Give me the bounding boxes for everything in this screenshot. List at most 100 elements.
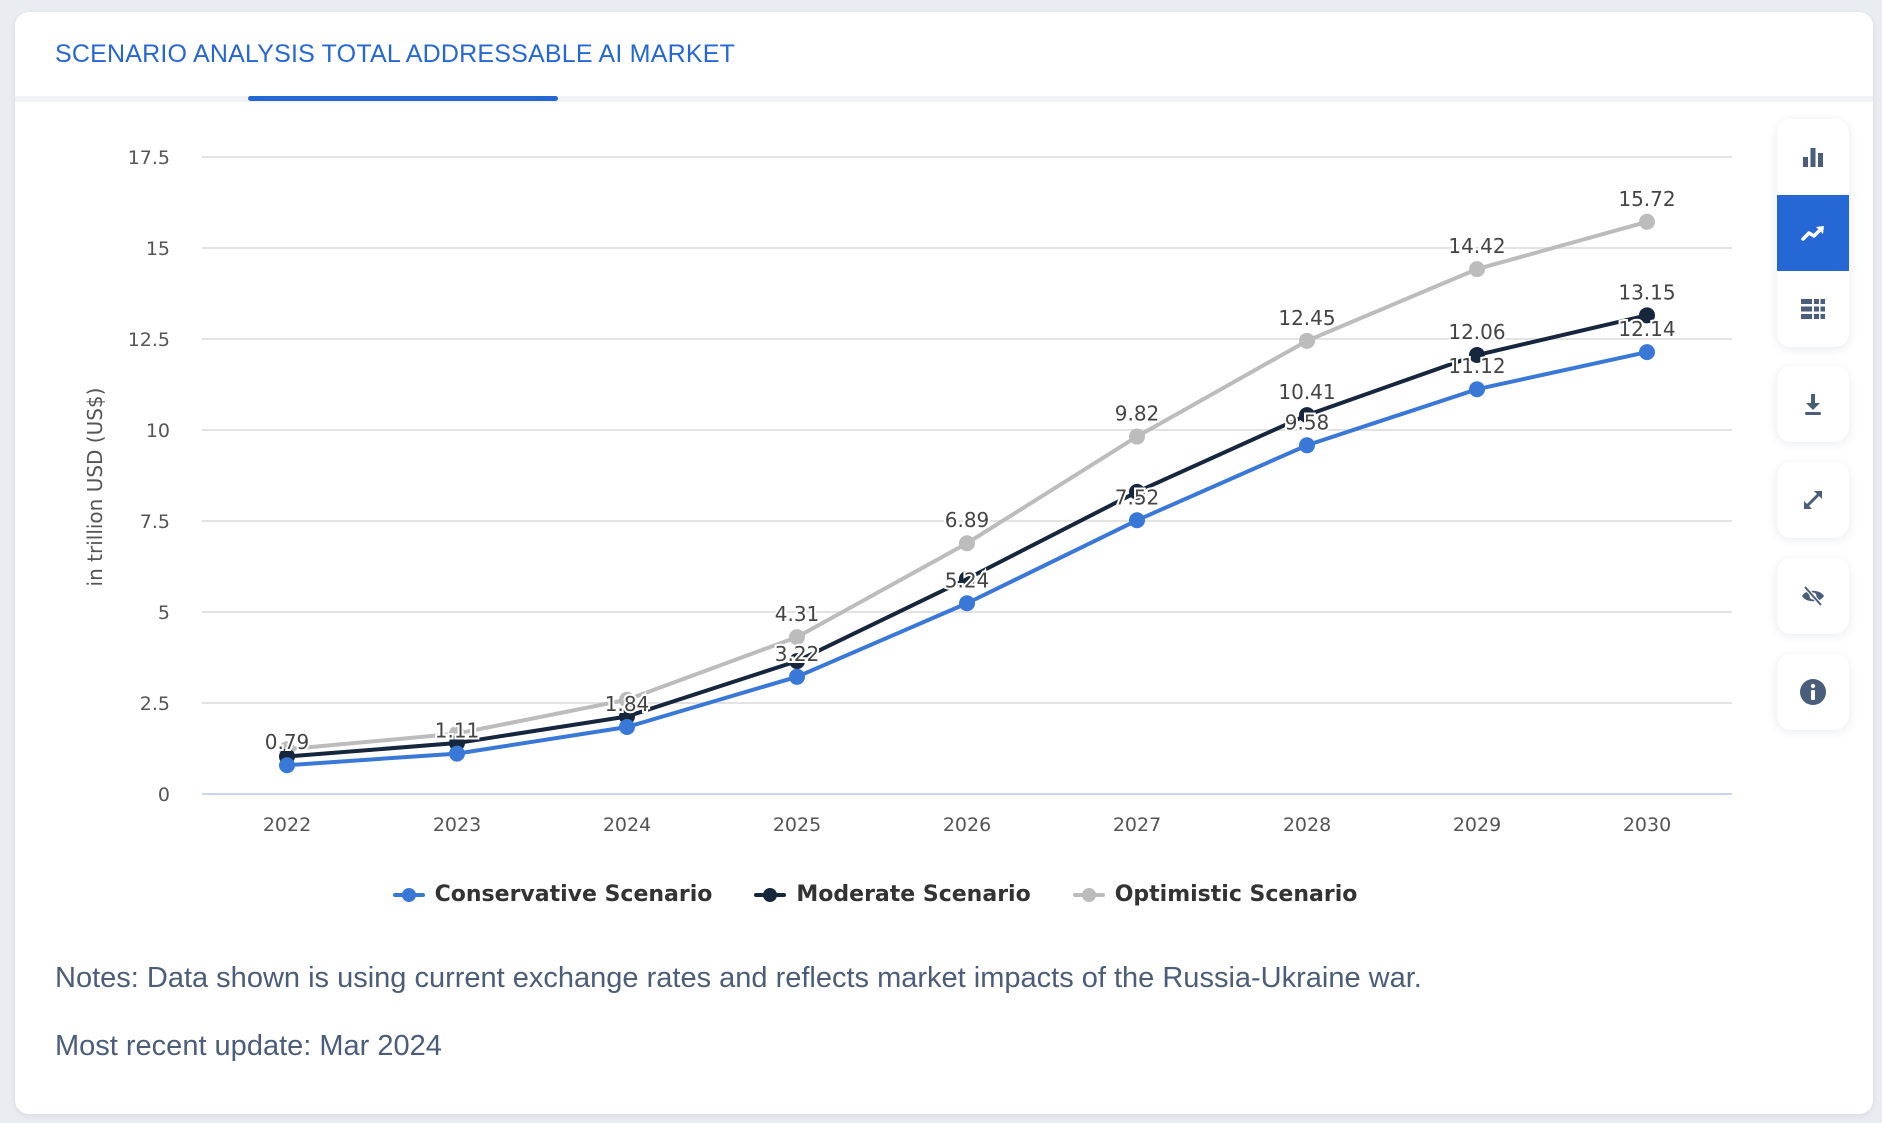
data-point-moderate[interactable] (789, 653, 805, 670)
data-point-optimistic[interactable] (619, 691, 635, 708)
data-point-conservative[interactable] (449, 745, 465, 762)
data-label: 13.15 (1618, 280, 1675, 304)
data-label: 12.45 (1278, 306, 1335, 330)
series-points (279, 213, 1655, 774)
data-label: 5.24 (945, 568, 990, 592)
data-label: 1.11 (435, 719, 480, 743)
chart-type-toolbar (1777, 119, 1849, 347)
legend-item-optimistic[interactable]: Optimistic Scenario (1072, 882, 1358, 907)
x-tick-label: 2024 (603, 814, 651, 836)
info-button[interactable] (1777, 654, 1849, 730)
y-tick-label: 5 (158, 602, 170, 624)
legend-label: Conservative Scenario (434, 882, 713, 907)
data-point-conservative[interactable] (619, 719, 635, 736)
y-tick-label: 2.5 (140, 693, 170, 715)
hide-icon (1802, 585, 1824, 607)
data-point-moderate[interactable] (1129, 483, 1145, 500)
data-label: 1.84 (605, 692, 650, 716)
data-label: 6.89 (945, 508, 990, 532)
download-button[interactable] (1777, 366, 1849, 442)
data-point-optimistic[interactable] (1469, 261, 1485, 278)
table-button[interactable] (1777, 271, 1849, 347)
table-icon (1801, 299, 1825, 319)
y-axis-title: in trillion USD (US$) (83, 388, 107, 587)
line-chart-button[interactable] (1777, 195, 1849, 271)
x-tick-label: 2028 (1283, 814, 1331, 836)
series-lines (286, 219, 1648, 768)
data-point-optimistic[interactable] (789, 629, 805, 646)
data-label: 12.06 (1448, 320, 1505, 344)
x-tick-label: 2026 (943, 814, 991, 836)
data-label: 3.22 (775, 642, 820, 666)
x-axis-ticks: 2022 2023 2024 2025 2026 2027 2028 2029 2030 (263, 814, 1671, 836)
y-tick-label: 0 (158, 784, 170, 806)
legend: Conservative Scenario Moderate Scenario … (15, 882, 1735, 907)
chart-title-tab[interactable]: SCENARIO ANALYSIS TOTAL ADDRESSABLE AI M… (55, 40, 736, 68)
x-tick-label: 2022 (263, 814, 311, 836)
fullscreen-icon (1804, 491, 1822, 509)
data-point-optimistic[interactable] (1299, 332, 1315, 349)
y-tick-label: 15 (146, 238, 170, 260)
data-label: 4.31 (775, 602, 820, 626)
data-point-conservative[interactable] (1299, 437, 1315, 454)
fullscreen-toolbar (1777, 462, 1849, 538)
data-label: 11.12 (1448, 354, 1505, 378)
data-label: 14.42 (1448, 234, 1505, 258)
y-tick-label: 17.5 (128, 147, 170, 169)
gridlines (202, 156, 1732, 795)
y-tick-label: 10 (146, 420, 170, 442)
download-icon (1805, 394, 1821, 415)
series-line-optimistic (286, 219, 1648, 752)
x-tick-label: 2023 (433, 814, 481, 836)
fullscreen-button[interactable] (1777, 462, 1849, 538)
y-tick-label: 7.5 (140, 511, 170, 533)
data-point-moderate[interactable] (1469, 347, 1485, 364)
data-point-moderate[interactable] (959, 570, 975, 587)
data-label: 7.52 (1115, 485, 1160, 509)
legend-label: Optimistic Scenario (1114, 882, 1358, 907)
download-toolbar (1777, 366, 1849, 442)
legend-marker-moderate (754, 887, 787, 902)
legend-marker-conservative (392, 887, 425, 902)
data-point-moderate[interactable] (1639, 307, 1655, 324)
y-tick-label: 12.5 (128, 329, 170, 351)
data-label: 15.72 (1618, 187, 1675, 211)
bar-chart-button[interactable] (1777, 119, 1849, 195)
x-tick-label: 2027 (1113, 814, 1161, 836)
data-point-moderate[interactable] (1299, 407, 1315, 424)
data-labels: 4.31 6.89 9.82 12.45 14.42 15.72 10.41 12.06 13.… (263, 185, 1678, 756)
legend-item-conservative[interactable]: Conservative Scenario (392, 882, 713, 907)
chart-card: SCENARIO ANALYSIS TOTAL ADDRESSABLE AI M… (15, 12, 1873, 1114)
data-point-conservative[interactable] (1639, 344, 1655, 361)
data-point-optimistic[interactable] (1129, 428, 1145, 445)
data-label: 10.41 (1278, 380, 1335, 404)
legend-marker-optimistic (1072, 887, 1105, 902)
last-update: Most recent update: Mar 2024 (55, 1030, 442, 1062)
x-tick-label: 2029 (1453, 814, 1501, 836)
tab-bar (15, 12, 1873, 102)
data-point-conservative[interactable] (1469, 381, 1485, 398)
info-toolbar (1777, 654, 1849, 730)
info-icon (1800, 679, 1826, 705)
data-point-optimistic[interactable] (959, 535, 975, 552)
data-label: 9.82 (1115, 402, 1160, 426)
hide-toolbar (1777, 558, 1849, 634)
data-point-conservative[interactable] (789, 668, 805, 685)
legend-label: Moderate Scenario (796, 882, 1031, 907)
y-axis-ticks: 0 2.5 5 7.5 10 12.5 15 17.5 (128, 147, 170, 806)
chart-notes: Notes: Data shown is using current excha… (55, 962, 1422, 994)
hide-button[interactable] (1777, 558, 1849, 634)
x-tick-label: 2030 (1623, 814, 1671, 836)
bar-chart-icon (1803, 148, 1823, 167)
active-tab-indicator (248, 96, 558, 101)
data-label: 9.58 (1285, 410, 1330, 434)
legend-item-moderate[interactable]: Moderate Scenario (754, 882, 1031, 907)
line-chart-icon (1801, 226, 1824, 241)
x-tick-label: 2025 (773, 814, 821, 836)
data-label: 0.79 (265, 730, 310, 754)
data-point-conservative[interactable] (1129, 512, 1145, 529)
data-point-optimistic[interactable] (1639, 213, 1655, 230)
data-point-conservative[interactable] (279, 757, 295, 774)
data-point-conservative[interactable] (959, 595, 975, 612)
